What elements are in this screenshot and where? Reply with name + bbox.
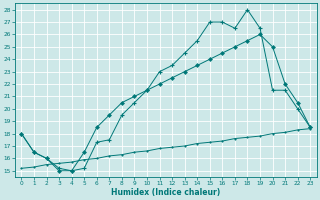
X-axis label: Humidex (Indice chaleur): Humidex (Indice chaleur)	[111, 188, 220, 197]
